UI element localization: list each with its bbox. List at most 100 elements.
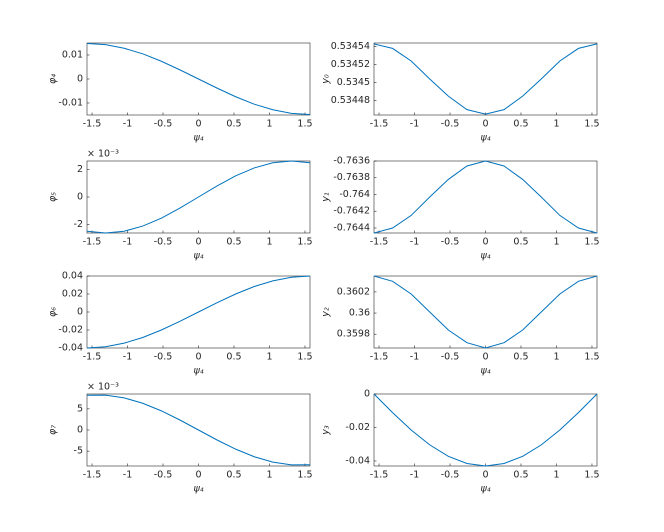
y-tick-label: 0 — [364, 389, 370, 400]
x-tick-label: 0 — [195, 352, 201, 363]
x-tick-label: -0.5 — [154, 352, 173, 363]
subplot: -1.5 -1 -0.5 0 0.5 1 1.5 -0.04 -0.02 0 ψ₄ y₃ — [321, 389, 600, 495]
y-tick-label: 0 — [77, 74, 83, 85]
x-tick-label: 0.5 — [226, 352, 241, 363]
axes-box — [373, 160, 598, 234]
x-tick-label: -1 — [410, 470, 419, 481]
x-axis-label: ψ₄ — [193, 366, 203, 377]
x-tick-label: 1.5 — [297, 352, 312, 363]
y-tick-label: 0.53448 — [331, 95, 370, 106]
x-tick-label: -0.5 — [441, 352, 460, 363]
x-tick-label: -1.5 — [370, 352, 389, 363]
x-tick-label: -1.5 — [370, 237, 389, 248]
x-tick-label: -1 — [410, 119, 419, 130]
y-tick-label: -0.01 — [58, 98, 83, 109]
data-line — [373, 160, 598, 234]
data-line — [373, 275, 598, 349]
y-tick-label: -0.02 — [58, 325, 83, 336]
x-tick-label: -1 — [123, 352, 132, 363]
y-tick-label: -5 — [74, 446, 83, 457]
x-tick-label: 0 — [195, 470, 201, 481]
x-tick-label: 1.5 — [584, 352, 599, 363]
x-axis-label: ψ₄ — [480, 484, 490, 495]
x-tick-label: 1 — [266, 119, 272, 130]
y-tick-label: -0.7636 — [333, 156, 370, 167]
data-line — [86, 394, 311, 466]
x-axis-label: ψ₄ — [193, 484, 203, 495]
x-tick-label: 0.5 — [513, 352, 528, 363]
subplot: -1.5 -1 -0.5 0 0.5 1 1.5 0.3598 0.36 0.3602 ψ₄ y₂ — [321, 275, 600, 377]
x-tick-label: -1.5 — [370, 119, 389, 130]
y-axis-label: y₂ — [321, 307, 332, 318]
x-tick-label: -1 — [123, 237, 132, 248]
x-tick-label: 1.5 — [297, 470, 312, 481]
y-tick-label: 0.53452 — [331, 59, 370, 70]
y-tick-label: 0.01 — [62, 50, 83, 61]
y-tick-label: 0.36 — [349, 308, 370, 319]
x-tick-label: -0.5 — [154, 470, 173, 481]
x-tick-label: 0 — [482, 119, 488, 130]
x-tick-label: 0.5 — [226, 237, 241, 248]
subplot: -1.5 -1 -0.5 0 0.5 1 1.5 -2 0 2 ψ₄ φ₅ × 10⁻³ — [48, 149, 313, 262]
x-tick-label: 0 — [482, 237, 488, 248]
x-tick-label: -1.5 — [370, 470, 389, 481]
y-tick-label: 0.04 — [62, 271, 83, 282]
y-tick-label: -0.7638 — [333, 172, 370, 183]
y-tick-label: -0.764 — [339, 189, 370, 200]
x-tick-label: 1 — [553, 352, 559, 363]
y-axis-label: φ₅ — [48, 192, 59, 202]
y-exponent: × 10⁻³ — [87, 149, 119, 160]
x-tick-label: 1.5 — [584, 119, 599, 130]
y-tick-label: 0 — [77, 425, 83, 436]
data-line — [373, 43, 598, 115]
y-tick-label: 0 — [77, 192, 83, 203]
x-tick-label: -1 — [410, 237, 419, 248]
data-line — [86, 42, 311, 116]
x-tick-label: -0.5 — [154, 237, 173, 248]
x-axis-label: ψ₄ — [480, 251, 490, 262]
y-tick-label: -0.04 — [58, 343, 83, 354]
x-tick-label: 0 — [195, 237, 201, 248]
x-tick-label: -1 — [123, 470, 132, 481]
x-tick-label: -1.5 — [83, 470, 102, 481]
x-axis-label: ψ₄ — [193, 251, 203, 262]
x-tick-label: 1 — [553, 237, 559, 248]
x-tick-label: 0.5 — [226, 470, 241, 481]
x-tick-label: -1.5 — [83, 237, 102, 248]
y-axis-label: y₀ — [321, 74, 332, 85]
axes-box — [373, 275, 598, 349]
x-tick-label: -1.5 — [83, 352, 102, 363]
data-line — [373, 393, 598, 467]
x-tick-label: 0 — [482, 352, 488, 363]
x-tick-label: -0.5 — [441, 237, 460, 248]
x-tick-label: 1 — [553, 119, 559, 130]
data-line — [86, 160, 311, 234]
y-tick-label: -0.04 — [345, 455, 370, 466]
data-line — [86, 275, 311, 349]
y-tick-label: 2 — [77, 164, 83, 175]
x-tick-label: -1 — [123, 119, 132, 130]
y-tick-label: 0.5345 — [337, 77, 370, 88]
y-tick-label: 0 — [77, 307, 83, 318]
x-tick-label: 0 — [195, 119, 201, 130]
x-tick-label: 1.5 — [584, 470, 599, 481]
x-tick-label: 1 — [266, 352, 272, 363]
x-tick-label: -0.5 — [154, 119, 173, 130]
x-tick-label: 1 — [266, 237, 272, 248]
y-axis-label: φ₄ — [48, 74, 59, 84]
y-tick-label: 0.53454 — [331, 41, 370, 52]
x-tick-label: -0.5 — [441, 119, 460, 130]
subplot: -1.5 -1 -0.5 0 0.5 1 1.5 -0.04 -0.02 0 0.02 0.04 ψ₄ φ… — [48, 271, 313, 377]
x-tick-label: -1.5 — [83, 119, 102, 130]
y-axis-label: φ₇ — [48, 425, 59, 435]
y-tick-label: 0.3598 — [337, 329, 370, 340]
x-tick-label: 0.5 — [513, 237, 528, 248]
x-tick-label: 0 — [482, 470, 488, 481]
x-axis-label: ψ₄ — [480, 133, 490, 144]
subplot: -1.5 -1 -0.5 0 0.5 1 1.5 0.53448 0.5345 0.53452 0.… — [321, 41, 600, 143]
y-tick-label: 0.3602 — [337, 286, 370, 297]
y-tick-label: 5 — [77, 403, 83, 414]
subplot: -1.5 -1 -0.5 0 0.5 1 1.5 -5 0 5 ψ₄ φ₇ × 10⁻³ — [48, 382, 313, 495]
x-tick-label: -1 — [410, 352, 419, 363]
